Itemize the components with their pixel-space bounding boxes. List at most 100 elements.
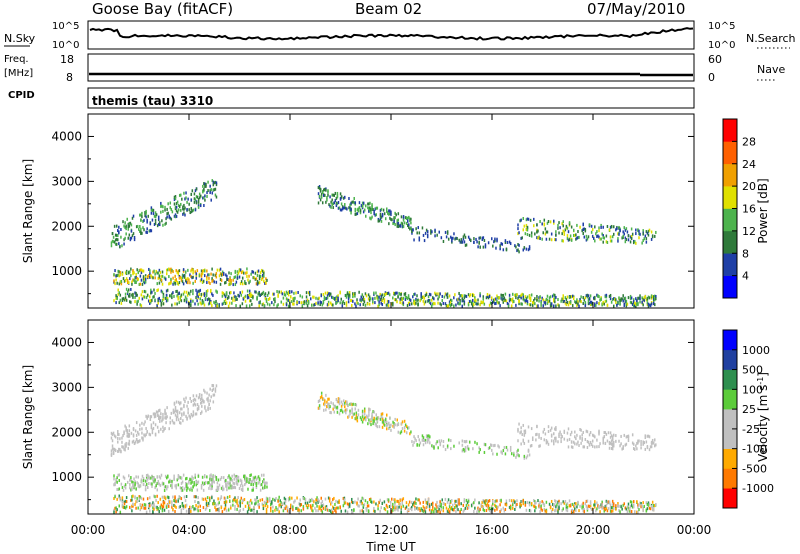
scatter-cell xyxy=(155,484,157,488)
scatter-cell xyxy=(606,224,609,228)
scatter-cell xyxy=(427,299,430,303)
scatter-cell xyxy=(371,215,373,219)
scatter-cell xyxy=(558,231,560,235)
scatter-cell xyxy=(504,239,507,243)
scatter-cell xyxy=(347,415,349,419)
scatter-cell xyxy=(118,433,120,437)
scatter-cell xyxy=(177,483,180,487)
scatter-cell xyxy=(194,412,197,416)
scatter-cell xyxy=(351,403,353,407)
scatter-cell xyxy=(192,208,195,212)
scatter-cell xyxy=(503,296,506,300)
scatter-cell xyxy=(116,476,118,480)
scatter-cell xyxy=(597,294,599,298)
scatter-cell xyxy=(466,506,469,510)
scatter-cell xyxy=(576,298,578,302)
scatter-cell xyxy=(162,425,164,429)
power-colorbar-swatch xyxy=(723,253,737,276)
scatter-cell xyxy=(609,235,612,239)
scatter-cell xyxy=(612,297,615,301)
nsky-tick-bottom: 10^0 xyxy=(52,40,79,51)
scatter-cell xyxy=(266,293,269,297)
scatter-cell xyxy=(267,297,270,301)
scatter-cell xyxy=(398,224,401,228)
scatter-cell xyxy=(558,432,560,436)
scatter-cell xyxy=(555,233,557,237)
scatter-cell xyxy=(617,301,619,305)
scatter-cell xyxy=(187,486,189,490)
scatter-cell xyxy=(132,502,134,506)
scatter-cell xyxy=(191,276,193,280)
scatter-cell xyxy=(405,505,408,509)
scatter-cell xyxy=(612,433,615,437)
scatter-cell xyxy=(160,415,162,419)
scatter-cell xyxy=(522,248,525,252)
scatter-cell xyxy=(580,295,582,299)
scatter-cell xyxy=(123,484,126,488)
scatter-cell xyxy=(458,498,460,502)
scatter-cell xyxy=(536,432,538,436)
scatter-cell xyxy=(361,420,364,424)
scatter-cell xyxy=(365,418,367,422)
scatter-cell xyxy=(584,304,587,308)
scatter-cell xyxy=(258,281,261,285)
scatter-cell xyxy=(195,394,198,398)
scatter-cell xyxy=(587,298,590,302)
scatter-cell xyxy=(154,433,157,437)
scatter-cell xyxy=(322,506,325,510)
scatter-cell xyxy=(486,295,489,299)
scatter-cell xyxy=(198,393,201,397)
scatter-cell xyxy=(226,488,228,492)
scatter-cell xyxy=(177,474,180,478)
scatter-cell xyxy=(567,230,570,234)
scatter-cell xyxy=(242,507,245,511)
scatter-cell xyxy=(131,234,134,238)
scatter-cell xyxy=(601,503,603,507)
scatter-cell xyxy=(597,504,599,508)
scatter-cell xyxy=(556,503,558,507)
scatter-cell xyxy=(531,438,534,442)
scatter-cell xyxy=(117,440,119,444)
scatter-cell xyxy=(603,509,606,513)
scatter-cell xyxy=(153,288,155,292)
scatter-cell xyxy=(423,506,426,510)
scatter-cell xyxy=(324,187,326,191)
scatter-cell xyxy=(135,487,137,491)
scatter-cell xyxy=(586,499,589,503)
scatter-cell xyxy=(655,443,657,447)
scatter-cell xyxy=(566,505,569,509)
scatter-cell xyxy=(163,428,165,432)
scatter-cell xyxy=(169,500,171,504)
scatter-cell xyxy=(345,301,348,305)
scatter-cell xyxy=(192,275,194,279)
scatter-cell xyxy=(272,497,274,501)
scatter-cell xyxy=(487,504,490,508)
scatter-cell xyxy=(428,503,431,507)
scatter-cell xyxy=(412,503,414,507)
scatter-cell xyxy=(563,437,566,441)
scatter-cell xyxy=(274,297,276,301)
scatter-cell xyxy=(461,297,463,301)
scatter-cell xyxy=(178,301,180,305)
scatter-cell xyxy=(636,299,638,303)
scatter-cell xyxy=(386,207,388,211)
scatter-cell xyxy=(381,293,384,297)
nave-label: Nave xyxy=(757,63,785,76)
scatter-cell xyxy=(145,296,148,300)
scatter-cell xyxy=(335,302,337,306)
scatter-cell xyxy=(165,487,168,491)
scatter-cell xyxy=(245,479,247,483)
scatter-cell xyxy=(280,505,283,509)
scatter-cell xyxy=(406,297,409,301)
scatter-cell xyxy=(585,234,588,238)
scatter-cell xyxy=(244,478,246,482)
scatter-cell xyxy=(622,294,624,298)
scatter-cell xyxy=(181,407,183,411)
scatter-cell xyxy=(280,300,283,304)
scatter-cell xyxy=(357,497,359,501)
scatter-cell xyxy=(169,294,171,298)
scatter-cell xyxy=(629,300,632,304)
scatter-cell xyxy=(158,510,160,514)
scatter-cell xyxy=(602,240,604,244)
scatter-cell xyxy=(127,288,130,292)
